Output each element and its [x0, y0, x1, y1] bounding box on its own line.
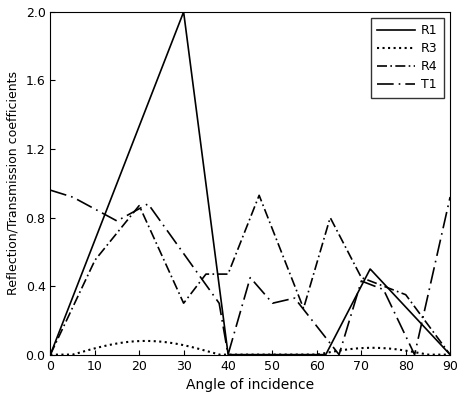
R4	[47, 352, 53, 357]
Line: R1: R1	[50, 12, 450, 355]
Line: T1: T1	[50, 190, 450, 354]
R4	[68, 309, 73, 314]
R3	[232, 352, 237, 357]
R1	[242, 352, 248, 357]
Legend: R1, R3, R4, T1: R1, R3, R4, T1	[371, 18, 444, 98]
R4	[232, 256, 237, 261]
R1	[232, 352, 237, 357]
R1	[363, 276, 368, 280]
R1	[181, 10, 186, 14]
R1	[436, 340, 441, 345]
R3	[143, 338, 149, 343]
R1	[68, 300, 73, 304]
R4	[242, 229, 247, 234]
R3	[436, 352, 441, 357]
T1	[436, 246, 441, 251]
Line: R3: R3	[50, 341, 450, 355]
Y-axis label: Reflection/Transmission coefficients: Reflection/Transmission coefficients	[7, 71, 20, 295]
T1	[68, 194, 73, 199]
R4	[447, 352, 453, 357]
R4	[256, 193, 262, 198]
T1	[412, 352, 417, 357]
T1	[47, 188, 53, 193]
R4	[436, 337, 441, 342]
R1	[47, 352, 53, 357]
T1	[232, 331, 237, 336]
R3	[242, 352, 248, 357]
T1	[436, 245, 441, 250]
R1	[447, 352, 453, 357]
Line: R4: R4	[50, 196, 450, 355]
R4	[363, 277, 368, 281]
R3	[436, 352, 441, 357]
R3	[447, 352, 453, 357]
R1	[436, 340, 441, 345]
T1	[447, 195, 453, 200]
R4	[436, 337, 441, 342]
R3	[47, 352, 53, 357]
T1	[362, 280, 368, 285]
R3	[363, 346, 368, 350]
R3	[68, 352, 73, 357]
X-axis label: Angle of incidence: Angle of incidence	[186, 378, 314, 392]
T1	[242, 294, 247, 299]
